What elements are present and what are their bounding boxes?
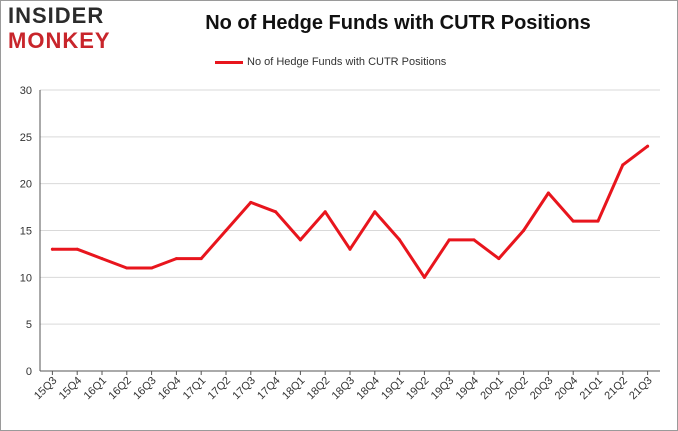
x-tick-label: 15Q4 — [57, 375, 85, 403]
series-line — [50, 144, 650, 279]
x-tick-label: 16Q3 — [131, 375, 159, 403]
data-point — [100, 257, 104, 261]
data-point — [174, 257, 178, 261]
x-tick-label: 17Q1 — [181, 375, 209, 403]
x-tick-label: 17Q3 — [230, 375, 258, 403]
x-tick-label: 18Q4 — [354, 375, 382, 403]
chart-title: No of Hedge Funds with CUTR Positions — [205, 12, 591, 34]
x-tick-label: 20Q3 — [528, 375, 556, 403]
data-point — [522, 229, 526, 232]
x-tick-label: 19Q4 — [454, 375, 482, 403]
x-tick-label: 21Q1 — [578, 375, 606, 403]
y-tick-label: 5 — [26, 319, 32, 331]
y-tick-label: 30 — [20, 85, 32, 97]
x-tick-label: 20Q2 — [503, 375, 531, 403]
legend-swatch — [215, 60, 243, 64]
data-point — [298, 238, 302, 242]
data-point — [373, 210, 377, 214]
data-point — [571, 219, 575, 223]
data-point — [447, 238, 451, 242]
data-point — [224, 229, 228, 232]
y-tick-label: 20 — [20, 179, 32, 191]
x-tick-label: 20Q1 — [478, 375, 506, 403]
x-tick-label: 17Q4 — [255, 375, 283, 403]
y-tick-label: 10 — [20, 272, 32, 284]
data-point — [125, 266, 129, 270]
data-point — [422, 275, 426, 279]
legend-label: No of Hedge Funds with CUTR Positions — [247, 56, 447, 68]
data-point — [50, 247, 54, 251]
insider-monkey-logo: INSIDER MONKEY — [8, 4, 126, 56]
x-tick-label: 16Q2 — [106, 375, 134, 403]
x-tick-label: 19Q3 — [429, 375, 457, 403]
chart-legend: No of Hedge Funds with CUTR Positions — [215, 54, 446, 70]
data-point — [546, 191, 550, 195]
x-tick-label: 21Q2 — [602, 375, 630, 403]
x-tick-label: 20Q4 — [553, 375, 581, 403]
x-tick-label: 18Q3 — [330, 375, 358, 403]
data-point — [472, 238, 476, 242]
data-point — [621, 163, 625, 167]
x-tick-label: 15Q3 — [32, 375, 60, 403]
data-point — [150, 266, 154, 270]
x-tick-label: 16Q1 — [82, 375, 110, 403]
data-point — [75, 247, 79, 251]
data-point — [646, 144, 650, 148]
logo-line-1: INSIDER — [8, 3, 105, 28]
data-point — [398, 238, 402, 242]
x-tick-label: 18Q1 — [280, 375, 308, 403]
y-tick-label: 0 — [26, 366, 32, 378]
data-point — [497, 257, 501, 261]
x-tick-label: 19Q2 — [404, 375, 432, 403]
logo-line-2: MONKEY — [8, 28, 111, 53]
data-point — [323, 210, 327, 214]
x-tick-label: 18Q2 — [305, 375, 333, 403]
data-point — [199, 257, 203, 261]
x-tick-label: 19Q1 — [379, 375, 407, 403]
data-point — [274, 210, 278, 214]
x-tick-label: 16Q4 — [156, 375, 184, 403]
y-tick-label: 15 — [20, 226, 32, 238]
data-point — [348, 247, 352, 251]
data-point — [596, 219, 600, 223]
x-tick-label: 17Q2 — [206, 375, 234, 403]
data-point — [249, 200, 253, 204]
x-tick-label: 21Q3 — [627, 375, 655, 403]
y-tick-label: 25 — [20, 132, 32, 144]
